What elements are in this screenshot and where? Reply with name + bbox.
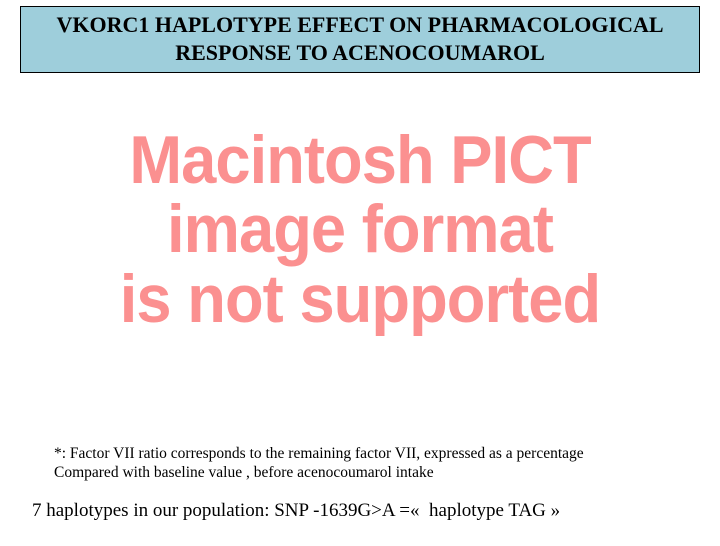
warning-line-1: Macintosh PICT	[25, 126, 695, 195]
title-line-1: VKORC1 HAPLOTYPE EFFECT ON PHARMACOLOGIC…	[27, 11, 693, 39]
warning-line-2: image format	[25, 195, 695, 264]
pict-warning: Macintosh PICT image format is not suppo…	[0, 126, 720, 334]
footnote-block: *: Factor VII ratio corresponds to the r…	[54, 444, 684, 483]
warning-line-3: is not supported	[25, 265, 695, 334]
footnote-line-1: *: Factor VII ratio corresponds to the r…	[54, 444, 684, 463]
footnote-line-2: Compared with baseline value , before ac…	[54, 463, 684, 482]
haplotype-summary: 7 haplotypes in our population: SNP -163…	[32, 500, 712, 522]
title-line-2: RESPONSE TO ACENOCOUMAROL	[27, 39, 693, 67]
title-banner: VKORC1 HAPLOTYPE EFFECT ON PHARMACOLOGIC…	[20, 6, 700, 73]
